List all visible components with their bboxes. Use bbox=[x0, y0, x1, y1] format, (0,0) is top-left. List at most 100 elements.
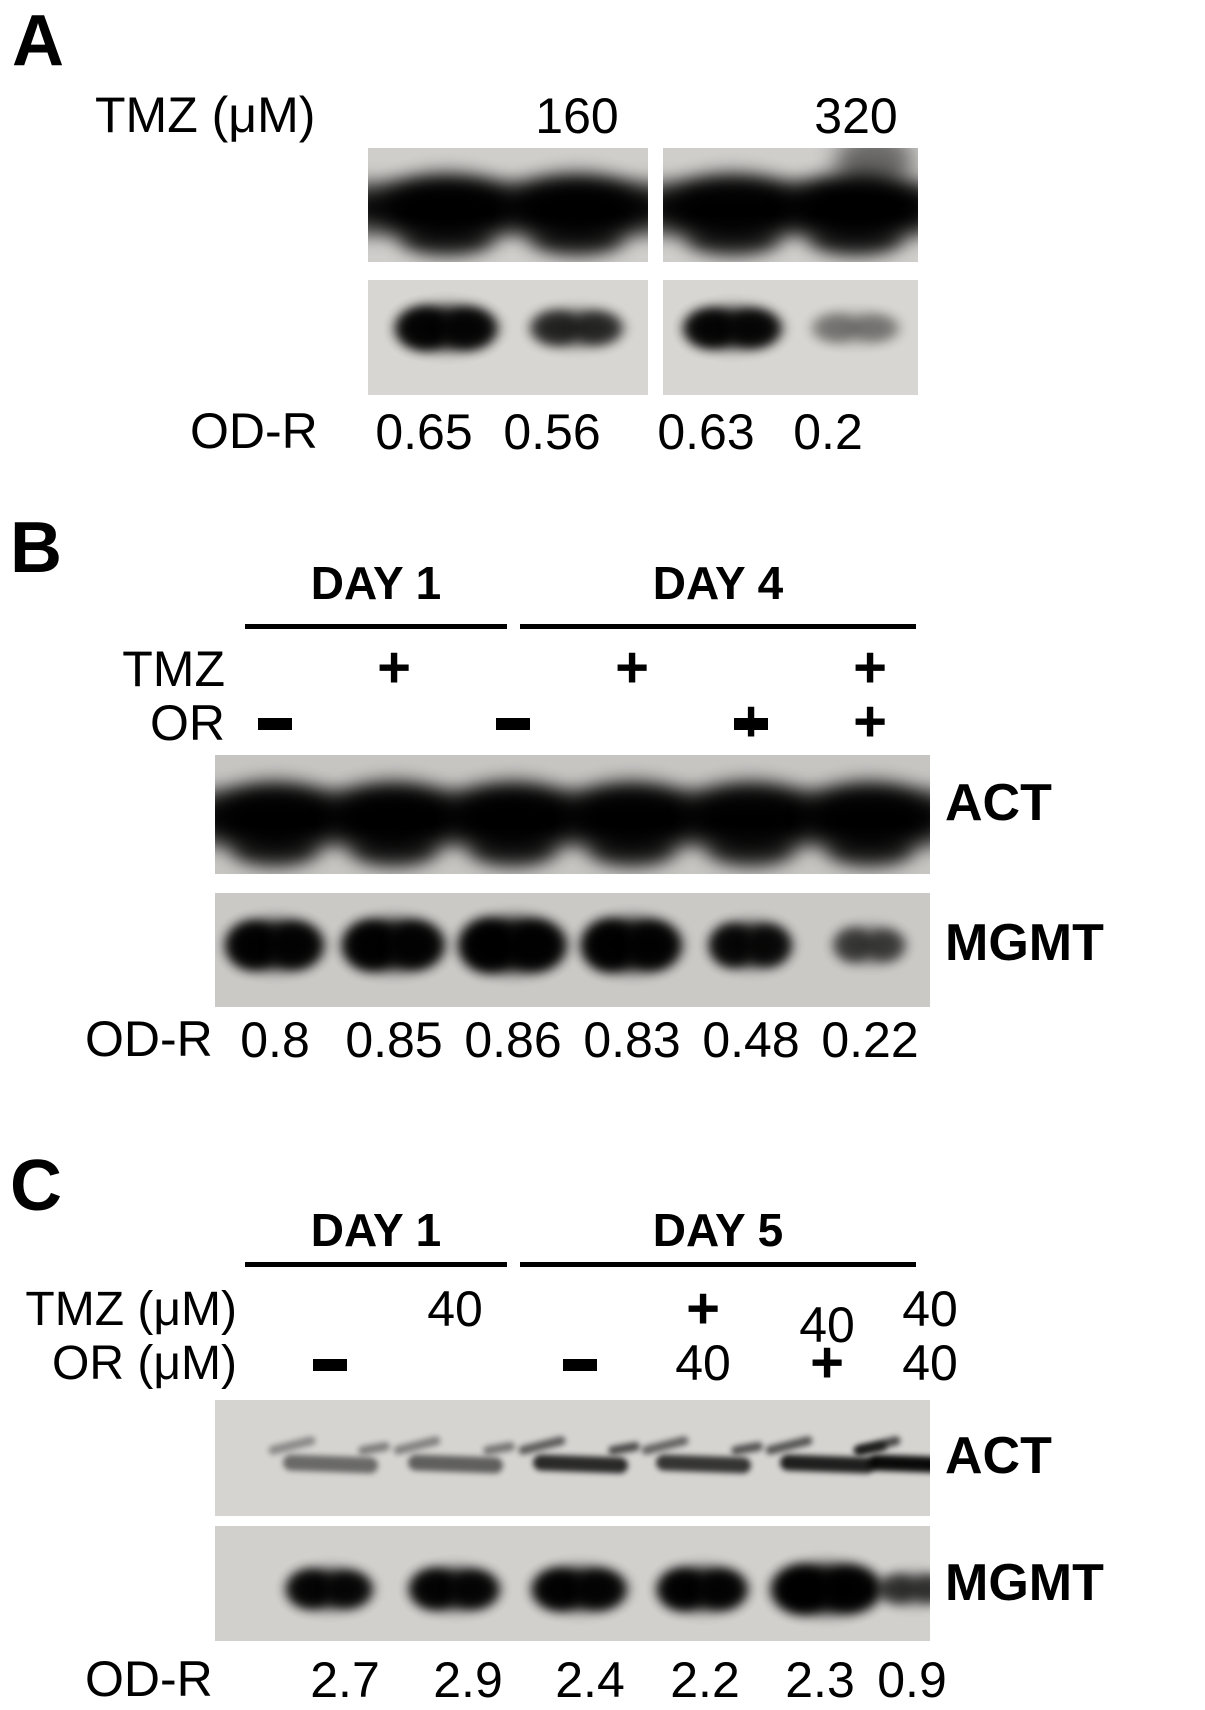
panel-a-od-r-values: 0.65 0.56 0.63 0.2 bbox=[0, 404, 1205, 462]
protein-band bbox=[808, 311, 862, 346]
od-r-value: 0.48 bbox=[702, 1012, 800, 1068]
protein-band bbox=[695, 1566, 749, 1612]
panel-c-act-label: ACT bbox=[945, 1427, 1052, 1485]
od-r-value: 0.83 bbox=[583, 1012, 681, 1068]
od-r-value: 2.7 bbox=[310, 1652, 380, 1708]
or-value: + bbox=[734, 689, 768, 754]
protein-band bbox=[462, 829, 564, 871]
protein-band bbox=[819, 829, 921, 871]
or-value: 40 bbox=[902, 1335, 958, 1391]
panel-c-act-blot bbox=[215, 1400, 930, 1516]
protein-band bbox=[517, 1434, 567, 1456]
protein-band bbox=[282, 1454, 379, 1474]
protein-band bbox=[623, 917, 684, 974]
od-r-value: 0.86 bbox=[464, 1012, 562, 1068]
protein-band bbox=[569, 309, 625, 348]
protein-band bbox=[581, 829, 683, 871]
panel-b-mgmt-label: MGMT bbox=[945, 914, 1104, 972]
panel-c-od-r-label: OD-R bbox=[85, 1651, 213, 1707]
tmz-value: + bbox=[615, 635, 649, 700]
od-r-value: 0.85 bbox=[345, 1012, 443, 1068]
protein-band bbox=[523, 219, 631, 259]
panel-c-tmz-row-label: TMZ (μM) bbox=[25, 1283, 237, 1336]
panel-b-od-r-values: 0.8 0.85 0.86 0.83 0.48 0.22 bbox=[0, 1012, 1205, 1070]
protein-band bbox=[700, 829, 802, 871]
protein-band bbox=[848, 312, 902, 345]
panel-b-letter: B bbox=[10, 508, 62, 588]
protein-band bbox=[808, 310, 904, 347]
panel-c-mgmt-blot bbox=[215, 1526, 930, 1641]
protein-band bbox=[655, 1454, 752, 1474]
panel-b-tmz-row-label: TMZ bbox=[122, 641, 225, 697]
lane-dose-value: 320 bbox=[814, 88, 898, 144]
protein-band bbox=[393, 219, 501, 259]
od-r-value: 0.63 bbox=[657, 404, 755, 460]
protein-band bbox=[504, 916, 568, 975]
protein-band bbox=[572, 1566, 629, 1612]
tmz-value: 40 bbox=[427, 1281, 483, 1337]
panel-a-od-r-label: OD-R bbox=[190, 403, 318, 459]
or-value: + bbox=[853, 689, 887, 754]
tmz-value: + bbox=[686, 1276, 720, 1341]
panel-a-mgmt-blot-right bbox=[663, 280, 918, 395]
protein-band bbox=[829, 148, 918, 194]
panel-c-or-row-values: ---40+40 bbox=[0, 1330, 1205, 1395]
od-r-value: 0.2 bbox=[793, 404, 863, 460]
panel-b-day4-underline bbox=[520, 624, 916, 629]
protein-band bbox=[357, 1440, 391, 1456]
protein-band bbox=[607, 1440, 641, 1456]
or-value: + bbox=[810, 1330, 844, 1395]
protein-band bbox=[343, 829, 445, 871]
panel-b-or-row-label: OR bbox=[150, 695, 225, 751]
panel-b-act-blot bbox=[215, 755, 930, 874]
od-r-value: 2.2 bbox=[670, 1652, 740, 1708]
protein-band bbox=[267, 1434, 317, 1456]
protein-band bbox=[438, 304, 500, 352]
od-r-value: 0.9 bbox=[877, 1652, 947, 1708]
tmz-value: + bbox=[377, 635, 411, 700]
panel-b-or-row-values: ----++ bbox=[0, 689, 1205, 754]
panel-b-od-r-label: OD-R bbox=[85, 1011, 213, 1067]
panel-b-act-label: ACT bbox=[945, 774, 1052, 832]
protein-band bbox=[392, 1434, 442, 1456]
panel-a-loading-blot-right bbox=[663, 148, 918, 262]
panel-a-letter: A bbox=[12, 1, 64, 81]
panel-c-day1-header: DAY 1 bbox=[310, 1204, 442, 1256]
panel-c-day5-header: DAY 5 bbox=[652, 1204, 784, 1256]
protein-band bbox=[640, 1434, 690, 1456]
panel-b-mgmt-blot bbox=[215, 893, 930, 1007]
od-r-value: 2.9 bbox=[433, 1652, 503, 1708]
panel-c-day5-underline bbox=[520, 1262, 916, 1267]
panel-a-lane-values: -160-320 bbox=[0, 88, 1205, 146]
lane-dose-value: 160 bbox=[535, 88, 619, 144]
tmz-value: + bbox=[853, 635, 887, 700]
panel-c-or-row-label: OR (μM) bbox=[52, 1337, 237, 1390]
protein-band bbox=[532, 1454, 629, 1474]
protein-band bbox=[407, 1454, 504, 1474]
protein-band bbox=[323, 1568, 374, 1610]
panel-b-day1-underline bbox=[245, 624, 507, 629]
protein-band bbox=[224, 829, 326, 871]
panel-a-mgmt-blot-left bbox=[368, 280, 648, 395]
panel-c-mgmt-label: MGMT bbox=[945, 1554, 1104, 1612]
protein-band bbox=[267, 919, 325, 972]
panel-b-tmz-row-values: -+-+-+ bbox=[0, 635, 1205, 700]
protein-band bbox=[482, 1440, 516, 1456]
protein-band bbox=[802, 219, 910, 259]
protein-band bbox=[679, 219, 787, 259]
panel-b-day1-header: DAY 1 bbox=[310, 557, 442, 609]
protein-band bbox=[852, 1434, 902, 1456]
od-r-value: 2.3 bbox=[785, 1652, 855, 1708]
protein-band bbox=[447, 1567, 501, 1611]
od-r-value: 0.56 bbox=[503, 404, 601, 460]
panel-c-letter: C bbox=[10, 1146, 62, 1226]
protein-band bbox=[818, 1563, 884, 1616]
tmz-value: 40 bbox=[799, 1297, 855, 1353]
od-r-value: 2.4 bbox=[555, 1652, 625, 1708]
panel-a-loading-blot-left bbox=[368, 148, 648, 262]
protein-band bbox=[764, 1434, 814, 1456]
protein-band bbox=[864, 926, 908, 965]
panel-b-day4-header: DAY 4 bbox=[652, 557, 784, 609]
panel-c-day1-underline bbox=[245, 1262, 507, 1267]
